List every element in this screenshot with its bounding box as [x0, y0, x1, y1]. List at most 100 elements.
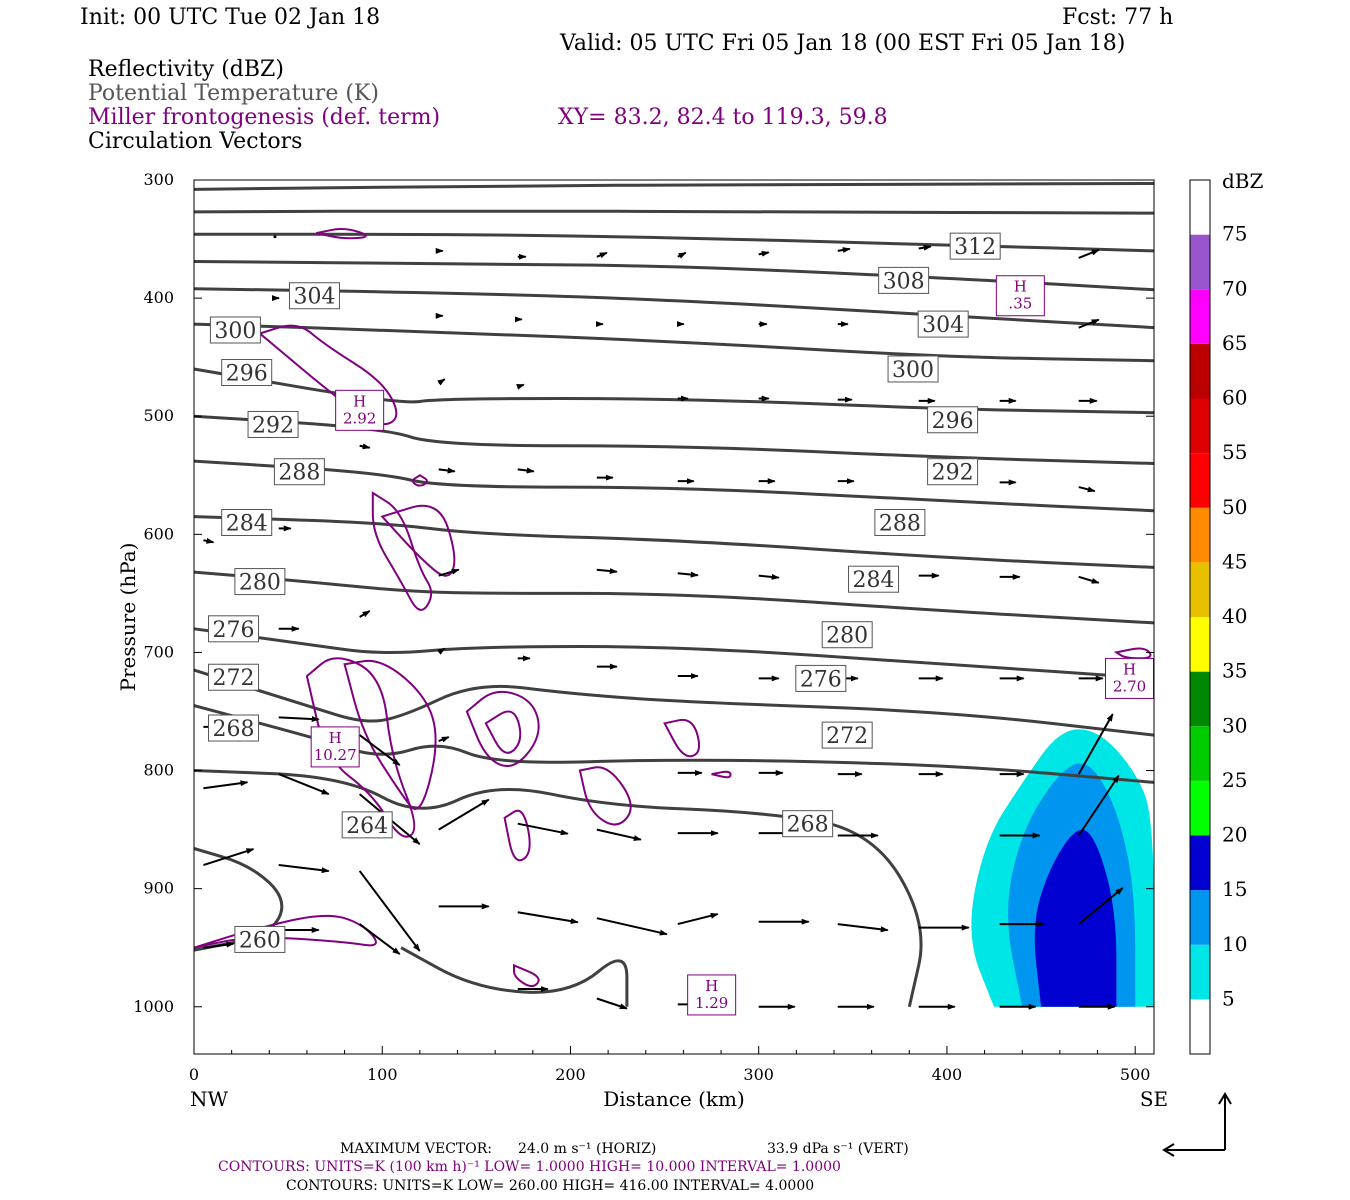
theta-label-text: 272: [826, 724, 868, 749]
theta-label: 284: [848, 565, 900, 593]
colorbar-tick-label: 45: [1222, 549, 1247, 573]
circulation-vector: [438, 798, 490, 831]
circulation-vector: [517, 911, 579, 925]
theta-contour: [193, 570, 1155, 625]
field-reflectivity: Reflectivity (dBZ): [88, 57, 284, 82]
field-miller-frontogenesis: Miller frontogenesis (def. term): [88, 105, 441, 130]
theta-label-text: 280: [826, 624, 868, 649]
theta-label: 308: [878, 266, 930, 294]
frontogenesis-max-label: H2.70: [1105, 657, 1155, 699]
circulation-vector: [1078, 486, 1096, 493]
theta-label: 268: [208, 714, 260, 742]
circulation-vector: [596, 568, 618, 575]
y-tick-label: 900: [143, 879, 174, 898]
theta-label: 284: [221, 509, 273, 537]
theta-label-text: 276: [213, 618, 255, 643]
theta-label-text: 308: [883, 269, 925, 294]
circulation-vector: [359, 734, 401, 766]
colorbar-tick-label: 5: [1222, 986, 1235, 1010]
miller-contour-info: CONTOURS: UNITS=K (100 km h)⁻¹ LOW= 1.00…: [218, 1159, 841, 1175]
theta-label: 292: [927, 458, 979, 486]
theta-contour: [194, 232, 1155, 253]
theta-label-box: [917, 310, 969, 338]
plot-frame: [193, 179, 1155, 1055]
theta-label: 264: [341, 811, 393, 839]
theta-label: 296: [221, 359, 273, 387]
theta-label-box: [234, 925, 286, 953]
frontogenesis-contour: [371, 491, 433, 611]
theta-label-text: 300: [214, 319, 256, 344]
frontogenesis-contour: [316, 228, 367, 240]
max-vector-label: MAXIMUM VECTOR:: [340, 1141, 492, 1157]
y-tick-label: 600: [143, 524, 174, 543]
frontogenesis-contour: [380, 504, 456, 577]
colorbar-tick-label: 30: [1222, 713, 1247, 737]
theta-contour: [193, 209, 1155, 215]
colorbar-swatch: [1190, 944, 1210, 1000]
colorbar-swatch: [1190, 398, 1210, 454]
frontogenesis-max-text: 1.29: [695, 994, 728, 1012]
right-end-label: SE: [1140, 1087, 1168, 1111]
theta-label-text: 300: [892, 358, 934, 383]
theta-label-box: [208, 663, 260, 691]
y-tick-label: 1000: [133, 997, 174, 1016]
colorbar-swatch: [1190, 234, 1210, 290]
frontogenesis-max-text: 10.27: [314, 746, 357, 764]
x-tick-label: 500: [1120, 1065, 1151, 1084]
frontogenesis-contour: [513, 963, 540, 988]
theta-contour: [193, 769, 923, 1008]
theta-label-box: [927, 458, 979, 486]
circulation-vector: [203, 941, 235, 949]
theta-label: 272: [821, 721, 873, 749]
theta-label-text: 268: [213, 717, 255, 742]
theta-label-box: [821, 621, 873, 649]
max-vector-vert: 33.9 dPa s⁻¹ (VERT): [767, 1141, 909, 1157]
theta-contour: [193, 704, 1155, 784]
theta-label-box: [273, 458, 325, 486]
colorbar-swatch: [1190, 999, 1210, 1054]
theta-label-text: 292: [932, 461, 974, 486]
circulation-vector: [359, 443, 371, 450]
x-axis-label: Distance (km): [603, 1087, 745, 1111]
colorbar-tick-label: 20: [1222, 823, 1247, 847]
frontogenesis-max-label: H.35: [995, 275, 1045, 317]
theta-label-box: [208, 714, 260, 742]
circulation-vector: [596, 917, 668, 936]
circulation-vector: [1077, 713, 1114, 775]
circulation-vector: [359, 610, 371, 618]
colorbar-swatch: [1190, 289, 1210, 344]
frontogenesis-max-box: [335, 389, 385, 431]
colorbar-swatch: [1190, 835, 1210, 891]
circulation-vector: [516, 383, 525, 390]
frontogenesis-contour: [578, 766, 632, 826]
theta-label-box: [887, 355, 939, 383]
frontogenesis-max-text: 2.70: [1113, 677, 1146, 695]
frontogenesis-contour: [465, 690, 540, 768]
circulation-vector: [758, 573, 780, 580]
circulation-vector: [359, 923, 401, 955]
circulation-vector: [1077, 774, 1120, 837]
frontogenesis-max-text: 2.92: [343, 409, 376, 427]
theta-contour: [193, 182, 1155, 191]
x-tick-label: 200: [555, 1065, 586, 1084]
circulation-vector: [438, 467, 456, 474]
frontogenesis-max-text: H: [353, 392, 366, 410]
y-tick-label: 700: [143, 642, 174, 661]
theta-label-box: [247, 410, 299, 438]
frontogenesis-contour: [484, 710, 522, 754]
theta-label-text: 304: [922, 313, 964, 338]
frontogenesis-max-label: H10.27: [310, 726, 360, 768]
theta-label: 276: [795, 664, 847, 692]
y-axis-label: Pressure (hPa): [116, 543, 140, 692]
theta-label-box: [208, 615, 260, 643]
theta-label-box: [795, 664, 847, 692]
circulation-vector: [1078, 575, 1100, 584]
theta-contour: [400, 946, 629, 1007]
theta-label: 272: [208, 663, 260, 691]
theta-label-text: 272: [213, 666, 255, 691]
forecast-hour: Fcst: 77 h: [1062, 5, 1174, 30]
valid-time: Valid: 05 UTC Fri 05 Jan 18 (00 EST Fri …: [560, 31, 1126, 56]
theta-contour: [193, 322, 1155, 363]
frontogenesis-contour: [503, 809, 531, 862]
colorbar-swatch: [1190, 562, 1210, 617]
